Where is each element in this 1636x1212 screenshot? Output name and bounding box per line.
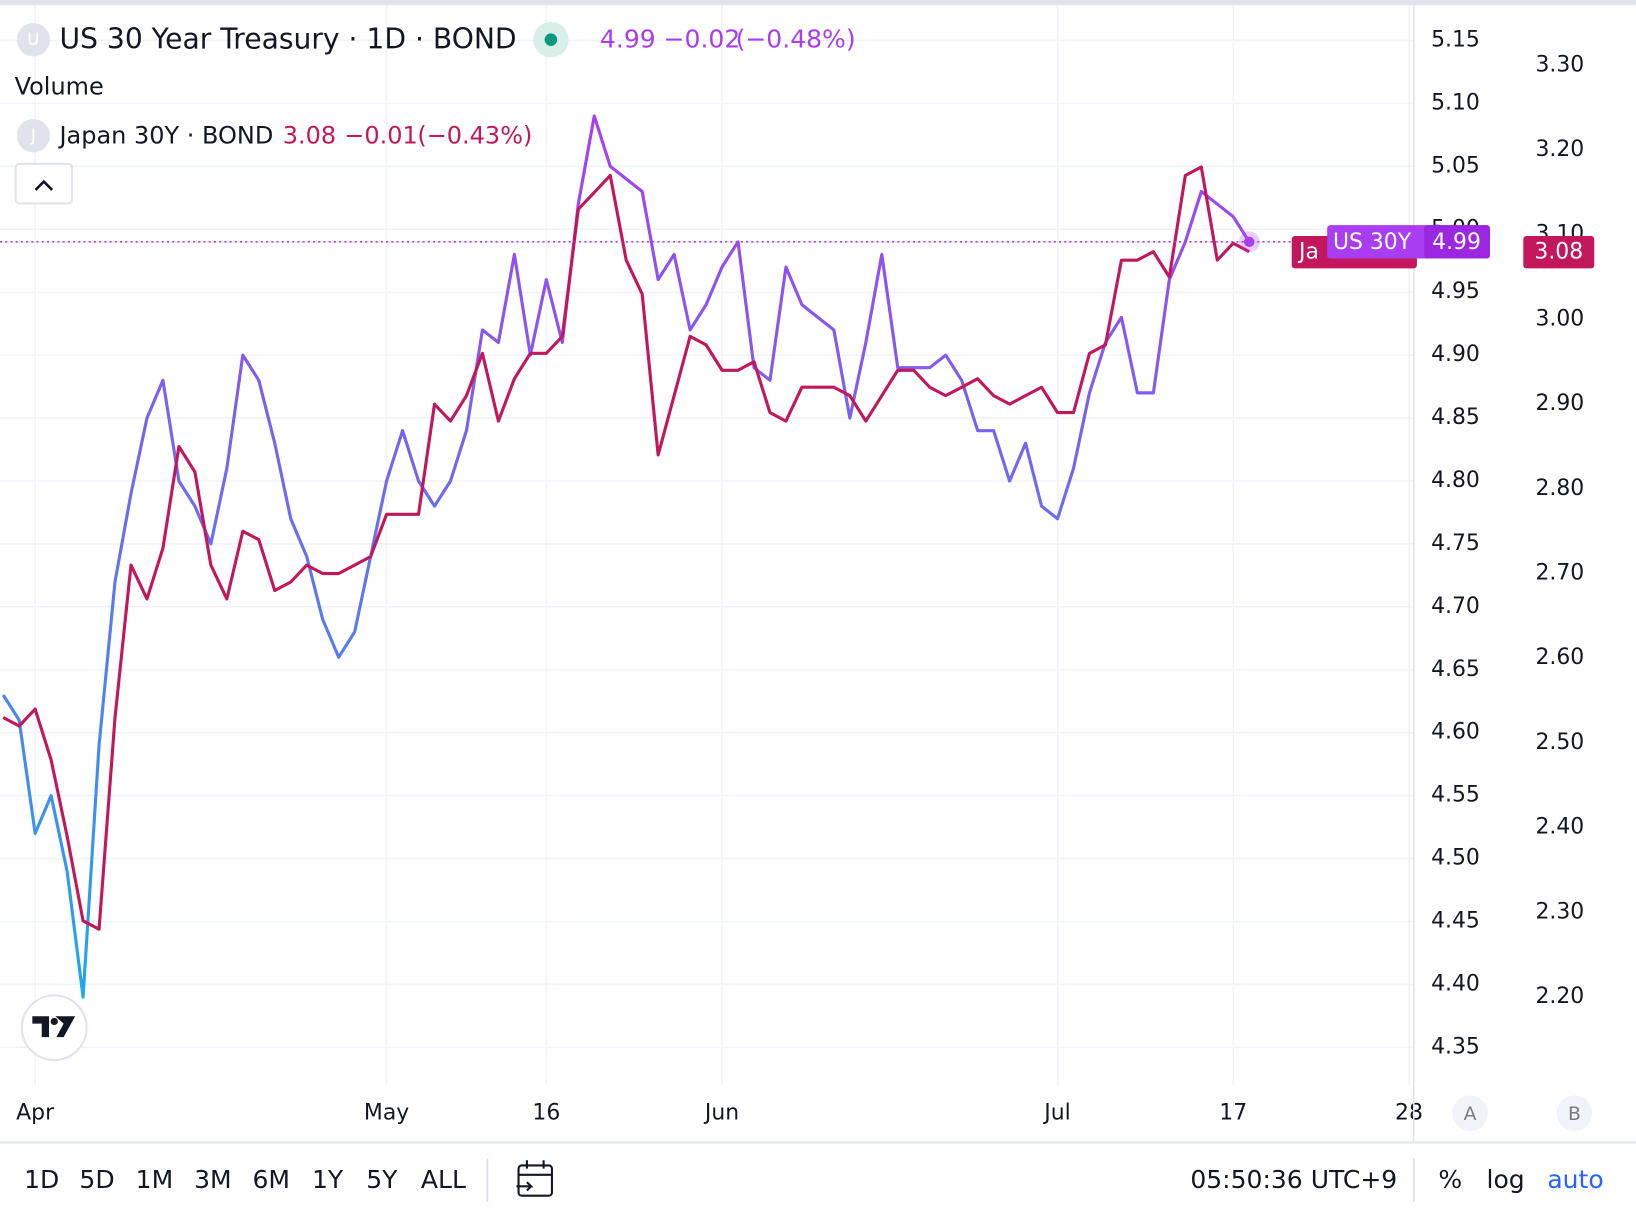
- y2-tick-label: 2.40: [1535, 815, 1584, 840]
- price-tag: [1523, 236, 1595, 269]
- logo-glyph: [32, 1016, 76, 1038]
- price-tag-name: US 30Y: [1333, 230, 1412, 255]
- logo-circle: [20, 994, 88, 1062]
- range-button[interactable]: 1Y: [312, 1165, 344, 1194]
- y2-tick-label: 3.30: [1535, 52, 1584, 77]
- legend-last: 4.99: [600, 25, 656, 54]
- range-button[interactable]: 5Y: [366, 1165, 398, 1194]
- x-tick-label: 28: [1395, 1100, 1423, 1125]
- symbol-icon: [16, 118, 51, 153]
- y2-tick-label: 2.20: [1535, 984, 1584, 1009]
- x-tick-label: Apr: [16, 1100, 54, 1125]
- y-tick-label: 4.70: [1431, 594, 1480, 619]
- y-tick-label: 4.90: [1431, 342, 1480, 367]
- y2-tick-label: 2.30: [1535, 899, 1584, 924]
- last-value-dot: [1244, 236, 1255, 248]
- y2-tick-label: 3.20: [1535, 137, 1584, 162]
- y-tick-label: 4.60: [1431, 720, 1480, 745]
- x-tick-label: May: [364, 1100, 409, 1125]
- scale-button[interactable]: %: [1438, 1165, 1462, 1194]
- axis-button[interactable]: [1556, 1095, 1593, 1132]
- y2-tick-label: 2.60: [1535, 645, 1584, 670]
- range-button[interactable]: 6M: [253, 1165, 291, 1194]
- top-border: [0, 0, 1636, 6]
- y-tick-label: 4.85: [1431, 405, 1480, 430]
- range-button[interactable]: 3M: [194, 1165, 232, 1194]
- tv-logo: [20, 994, 88, 1062]
- legend-change-pct: (−0.48%): [736, 25, 856, 54]
- collapse-button[interactable]: [14, 162, 74, 205]
- scale-button[interactable]: log: [1486, 1165, 1524, 1194]
- y-tick-label: 4.55: [1431, 783, 1480, 808]
- y-tick-label: 4.75: [1431, 531, 1480, 556]
- y-tick-label: 5.10: [1431, 90, 1480, 115]
- legend-last: 3.08: [283, 122, 336, 150]
- legend-title: Japan 30Y · BOND: [57, 122, 273, 150]
- grid: [0, 5, 1414, 1086]
- price-tag-value: 4.99: [1432, 230, 1481, 255]
- x-tick-label: Jul: [1042, 1100, 1070, 1125]
- range-button[interactable]: ALL: [421, 1165, 466, 1194]
- price-tag-name: Ja: [1297, 240, 1319, 265]
- y2-tick-label: 3.00: [1535, 306, 1584, 331]
- plot-area: [0, 114, 1414, 999]
- axis-button-label[interactable]: B: [1568, 1104, 1581, 1125]
- y-tick-label: 4.95: [1431, 279, 1480, 304]
- axis-button[interactable]: [1452, 1095, 1488, 1132]
- y-tick-label: 4.35: [1431, 1034, 1480, 1059]
- y-tick-label: 5.05: [1431, 153, 1480, 178]
- logo-dot: [50, 1017, 58, 1026]
- scale-button[interactable]: auto: [1547, 1165, 1603, 1194]
- series-line: [2, 165, 1250, 931]
- calendar-icon[interactable]: [516, 1160, 553, 1197]
- legend: U US 30 Year Treasury · 1D · BOND 4.99 −…: [14, 21, 856, 205]
- volume-label: Volume: [15, 73, 104, 101]
- price-tag-value-bg: [1424, 225, 1490, 259]
- y-tick-label: 4.45: [1431, 909, 1480, 934]
- y-tick-label: 4.80: [1431, 468, 1480, 493]
- legend-change: −0.02: [664, 25, 741, 54]
- y2-tick-label: 2.90: [1535, 391, 1584, 416]
- series-line: [1, 114, 1251, 999]
- x-tick-label: 16: [532, 1100, 560, 1125]
- range-button[interactable]: 1M: [136, 1165, 174, 1194]
- y2-tick-label: 2.80: [1535, 476, 1584, 501]
- calendar-body: [517, 1164, 553, 1197]
- axis-button-label[interactable]: A: [1464, 1104, 1477, 1125]
- legend-title: US 30 Year Treasury · 1D · BOND: [59, 23, 516, 56]
- axes: Apr May 16 Jun Jul 17 28 4.35 4.40 4.45 4.50 4.55 4.…: [16, 5, 1595, 1143]
- symbol-letter: U: [27, 30, 39, 49]
- y-tick-label: 4.50: [1431, 846, 1480, 871]
- collapse-arrow: [34, 179, 54, 191]
- y-tick-label: 4.40: [1431, 971, 1480, 996]
- range-button[interactable]: 5D: [79, 1165, 114, 1194]
- legend-change: −0.01: [344, 122, 417, 150]
- calendar-lines: [516, 1160, 552, 1192]
- price-tag-value: 3.08: [1534, 240, 1583, 265]
- symbol-letter: J: [30, 126, 36, 145]
- y2-tick-label: 2.70: [1535, 561, 1584, 586]
- symbol-icon: [16, 22, 51, 57]
- range-button[interactable]: 1D: [24, 1165, 59, 1194]
- clock: 05:50:36 UTC+9: [1190, 1165, 1397, 1194]
- y2-tick-label: 2.50: [1535, 730, 1584, 755]
- y-tick-label: 5.15: [1431, 27, 1480, 52]
- status-dot: [544, 33, 558, 46]
- legend-change-pct: (−0.43%): [417, 122, 532, 150]
- x-tick-label: 17: [1219, 1100, 1247, 1125]
- y-tick-label: 4.65: [1431, 657, 1480, 682]
- x-tick-label: Jun: [703, 1100, 739, 1125]
